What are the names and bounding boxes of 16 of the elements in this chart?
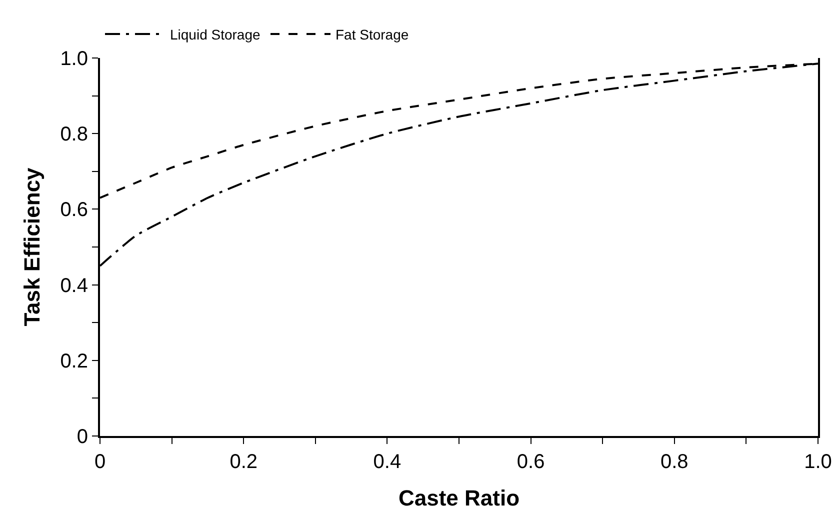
x-tick-label: 0.2 [230,451,258,473]
x-tick-label: 0 [94,451,106,473]
x-tick-label: 0.6 [516,451,545,473]
legend-label: Liquid Storage [170,26,261,42]
x-tick-label: 0.8 [660,451,688,473]
x-tick-label: 0.4 [373,451,402,473]
y-tick-label: 0.6 [60,199,88,222]
x-tick-label: 1.0 [804,451,832,473]
y-tick-label: 0.2 [60,350,88,372]
y-tick-label: 0.4 [60,274,88,297]
y-tick-label: 0 [76,426,88,448]
y-tick-label: 0.8 [60,124,88,146]
legend-label: Fat Storage [336,26,409,42]
x-axis-title: Caste Ratio [398,485,520,510]
y-axis-title: Task Efficiency [19,166,44,326]
y-tick-label: 1.0 [60,48,88,70]
